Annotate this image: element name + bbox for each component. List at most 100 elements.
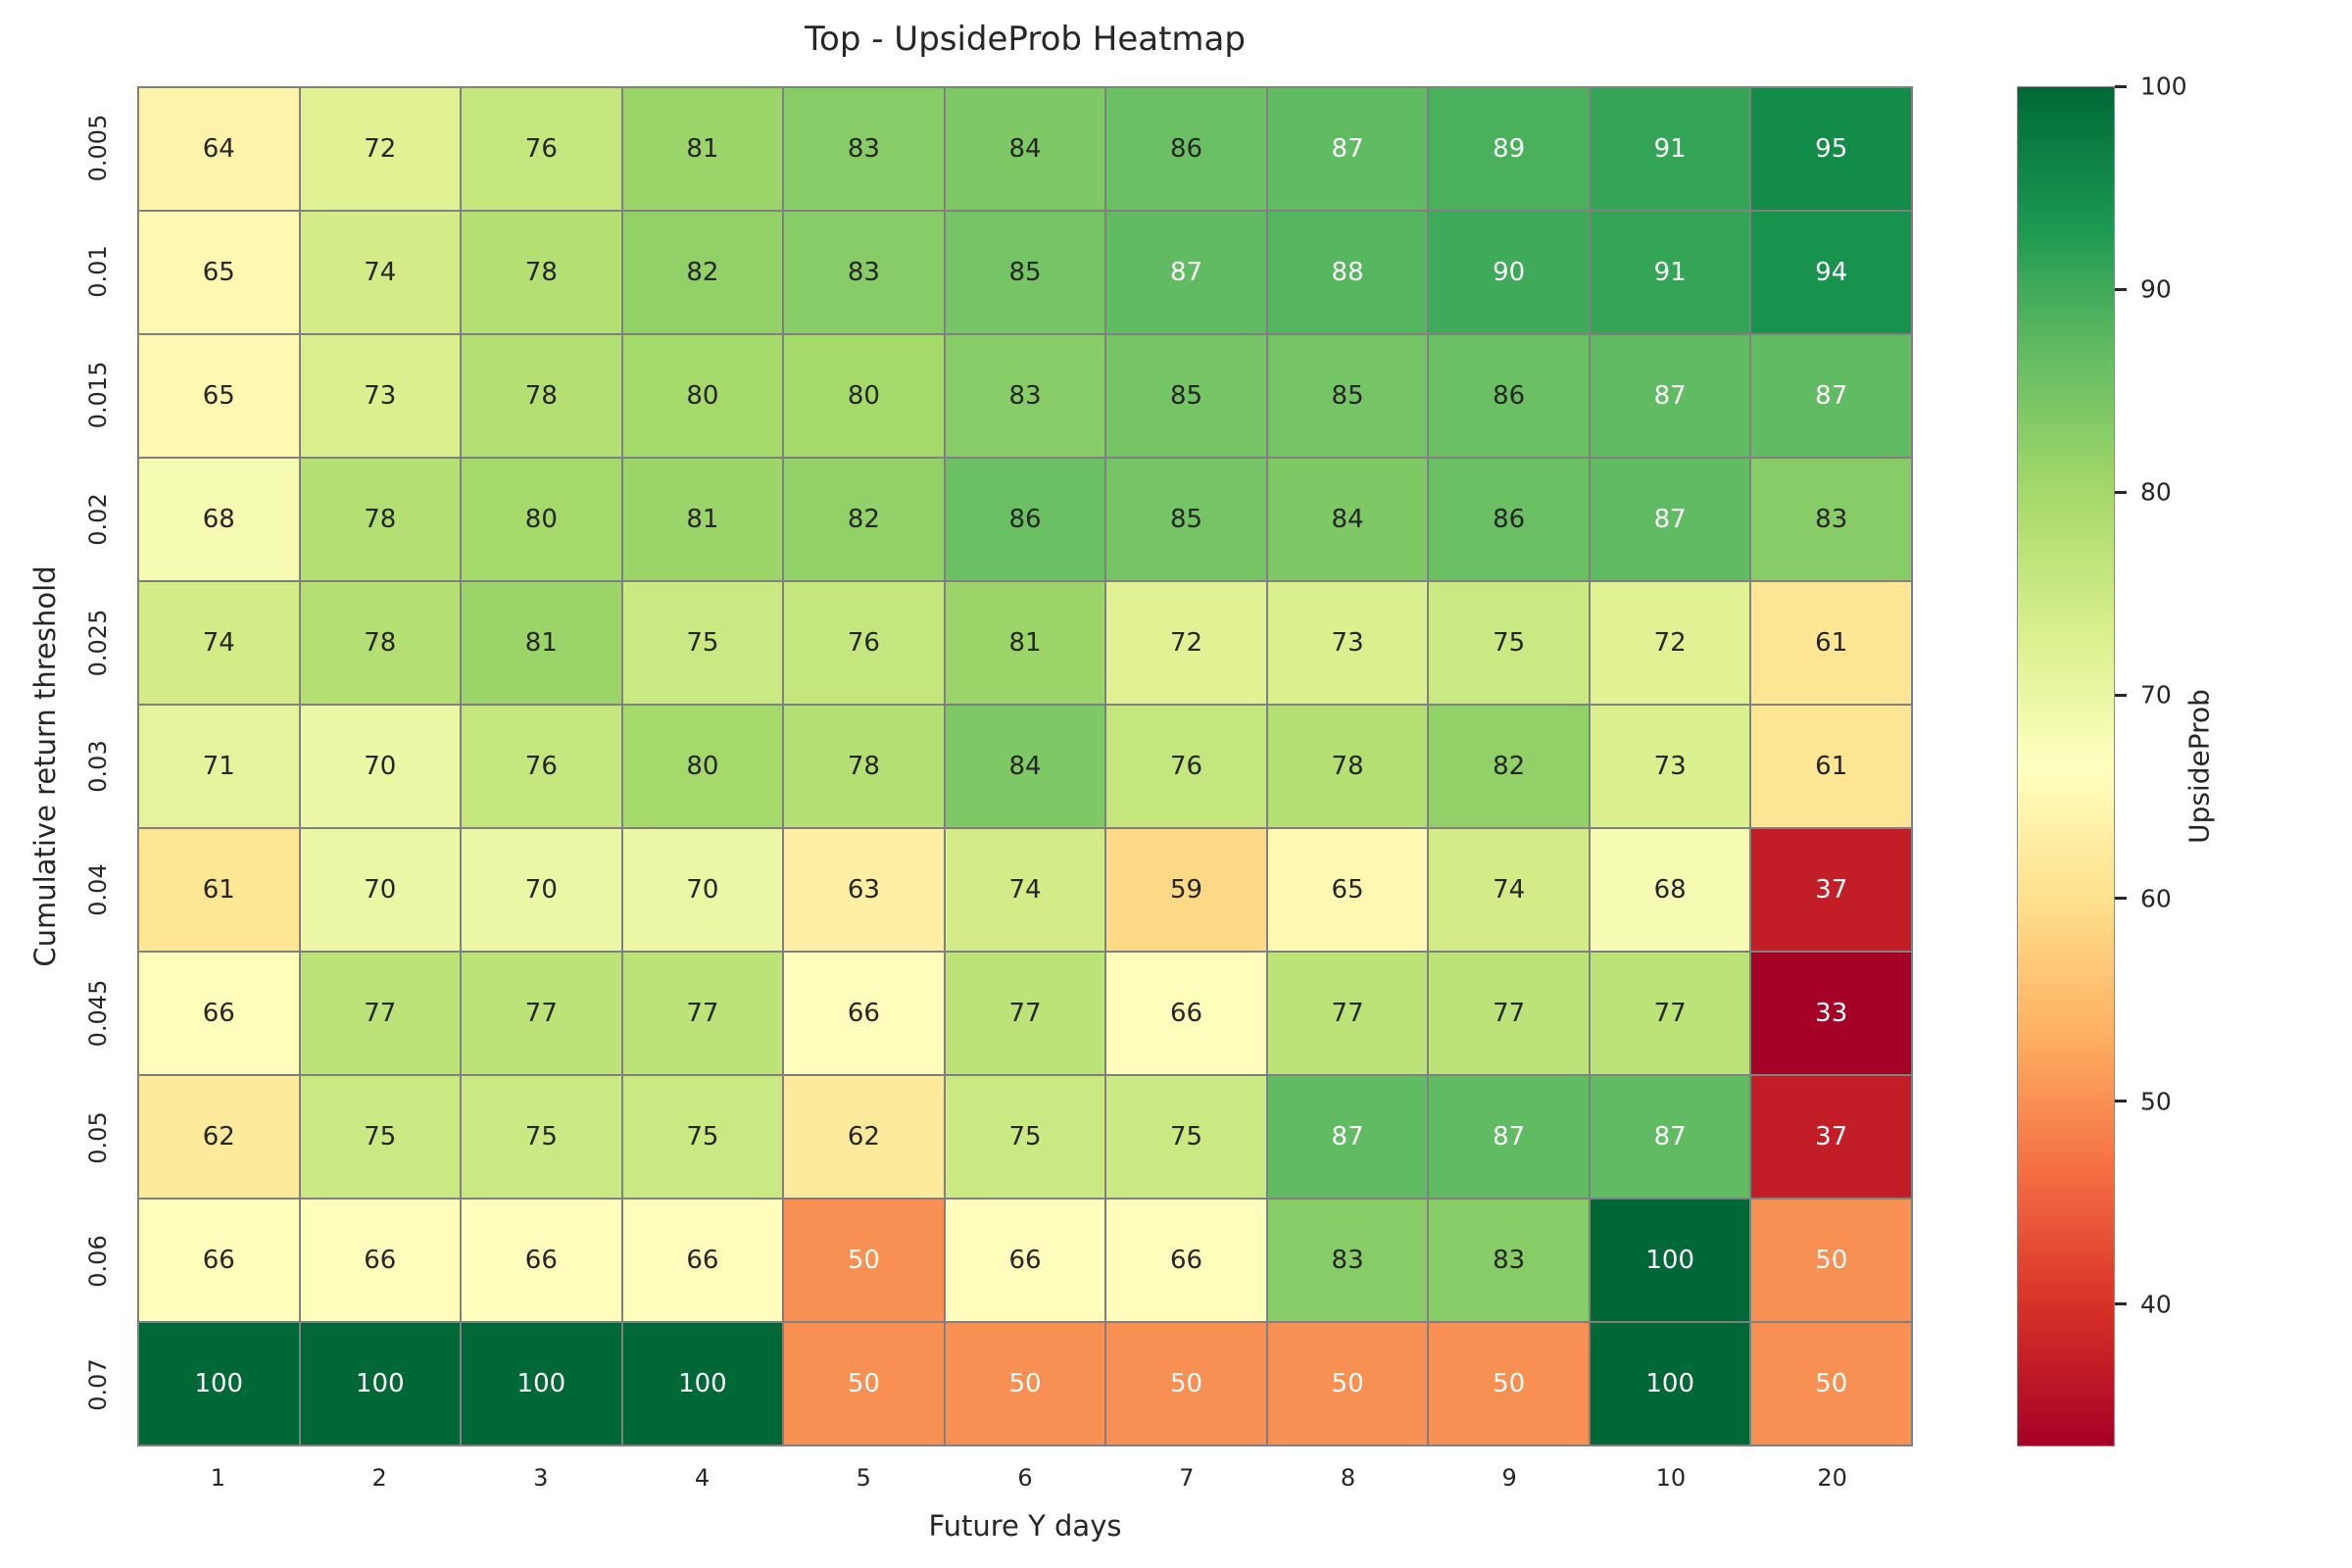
- cell-value: 83: [1493, 1246, 1526, 1275]
- heatmap-cell: 94: [1751, 212, 1911, 333]
- x-tick-label: 10: [1655, 1464, 1687, 1492]
- heatmap-cell: 91: [1590, 88, 1750, 210]
- heatmap-cell: 66: [784, 953, 944, 1074]
- x-tick-label: 4: [694, 1464, 710, 1492]
- heatmap-cell: 88: [1267, 212, 1428, 333]
- cell-value: 66: [524, 1246, 558, 1275]
- heatmap-cell: 83: [1267, 1200, 1428, 1321]
- x-tick-label: 9: [1501, 1464, 1517, 1492]
- heatmap-cell: 50: [1751, 1323, 1911, 1445]
- heatmap-cell: 78: [300, 459, 461, 580]
- heatmap-cell: 66: [1106, 1200, 1266, 1321]
- heatmap-cell: 61: [1751, 582, 1911, 704]
- heatmap-cell: 100: [300, 1323, 461, 1445]
- cell-value: 66: [847, 999, 880, 1028]
- heatmap-cell: 62: [784, 1076, 944, 1198]
- heatmap-cell: 75: [945, 1076, 1105, 1198]
- heatmap-cell: 68: [139, 459, 299, 580]
- cell-value: 85: [1008, 258, 1042, 287]
- cell-value: 65: [202, 258, 235, 287]
- x-tick-label: 7: [1179, 1464, 1195, 1492]
- cell-value: 85: [1331, 381, 1364, 411]
- heatmap-cell: 80: [462, 459, 621, 580]
- heatmap-cell: 50: [784, 1200, 944, 1321]
- y-tick-label: 0.05: [84, 1110, 112, 1164]
- heatmap-cell: 78: [1267, 706, 1428, 827]
- x-tick-label: 20: [1817, 1464, 1847, 1492]
- cell-value: 78: [847, 752, 880, 781]
- y-tick-label: 0.02: [84, 492, 112, 546]
- cell-value: 91: [1653, 134, 1687, 164]
- cell-value: 85: [1169, 381, 1203, 411]
- cell-value: 100: [1645, 1246, 1694, 1275]
- cell-value: 50: [1169, 1369, 1203, 1398]
- heatmap-cell: 66: [1106, 953, 1266, 1074]
- cell-value: 76: [524, 752, 558, 781]
- heatmap-cell: 74: [139, 582, 299, 704]
- heatmap-cell: 100: [139, 1323, 299, 1445]
- cell-value: 87: [1493, 1122, 1526, 1152]
- heatmap-cell: 83: [945, 335, 1105, 457]
- x-tick-label: 5: [856, 1464, 871, 1492]
- heatmap-cell: 89: [1429, 88, 1589, 210]
- heatmap-cell: 76: [784, 582, 944, 704]
- cell-value: 78: [364, 628, 397, 658]
- cell-value: 83: [1008, 381, 1042, 411]
- cell-value: 83: [847, 134, 880, 164]
- cell-value: 77: [1653, 999, 1687, 1028]
- cell-value: 59: [1169, 875, 1203, 905]
- cell-value: 66: [686, 1246, 719, 1275]
- colorbar-tick-label: 90: [2140, 274, 2172, 304]
- cell-value: 84: [1008, 134, 1042, 164]
- heatmap-cell: 75: [622, 1076, 783, 1198]
- heatmap-cell: 72: [300, 88, 461, 210]
- heatmap-cell: 87: [1267, 88, 1428, 210]
- y-tick-label: 0.025: [84, 609, 112, 677]
- cell-value: 90: [1493, 258, 1526, 287]
- heatmap-cell: 77: [945, 953, 1105, 1074]
- heatmap-cell: 77: [462, 953, 621, 1074]
- x-axis-label: Future Y days: [928, 1509, 1122, 1543]
- heatmap-cell: 70: [300, 706, 461, 827]
- cell-value: 87: [1331, 134, 1364, 164]
- colorbar-tick-mark: [2115, 1100, 2127, 1103]
- heatmap-cell: 76: [462, 88, 621, 210]
- cell-value: 73: [364, 381, 397, 411]
- colorbar-gradient: [2017, 86, 2115, 1446]
- cell-value: 77: [1493, 999, 1526, 1028]
- cell-value: 87: [1169, 258, 1203, 287]
- cell-value: 87: [1653, 1122, 1687, 1152]
- heatmap-cell: 50: [1267, 1323, 1428, 1445]
- cell-value: 84: [1008, 752, 1042, 781]
- heatmap-cell: 75: [1106, 1076, 1266, 1198]
- cell-value: 88: [1331, 258, 1364, 287]
- cell-value: 85: [1169, 505, 1203, 534]
- cell-value: 61: [202, 875, 235, 905]
- heatmap-cell: 81: [622, 88, 783, 210]
- cell-value: 66: [1008, 1246, 1042, 1275]
- heatmap-cell: 62: [139, 1076, 299, 1198]
- heatmap-cell: 87: [1267, 1076, 1428, 1198]
- cell-value: 72: [1653, 628, 1687, 658]
- heatmap-cell: 78: [462, 212, 621, 333]
- cell-value: 83: [847, 258, 880, 287]
- heatmap-cell: 82: [622, 212, 783, 333]
- colorbar-tick-label: 80: [2140, 477, 2172, 507]
- heatmap-cell: 83: [1429, 1200, 1589, 1321]
- heatmap-cell: 87: [1751, 335, 1911, 457]
- y-tick-label: 0.015: [84, 362, 112, 429]
- cell-value: 65: [202, 381, 235, 411]
- cell-value: 75: [686, 1122, 719, 1152]
- colorbar-tick-mark: [2115, 1302, 2127, 1306]
- heatmap-cell: 70: [300, 829, 461, 951]
- cell-value: 75: [364, 1122, 397, 1152]
- cell-value: 82: [847, 505, 880, 534]
- colorbar-tick-label: 40: [2140, 1290, 2172, 1319]
- heatmap-cell: 82: [784, 459, 944, 580]
- heatmap-cell: 80: [622, 335, 783, 457]
- heatmap-cell: 77: [1590, 953, 1750, 1074]
- heatmap-cell: 83: [784, 212, 944, 333]
- cell-value: 80: [686, 752, 719, 781]
- cell-value: 74: [364, 258, 397, 287]
- cell-value: 33: [1815, 999, 1848, 1028]
